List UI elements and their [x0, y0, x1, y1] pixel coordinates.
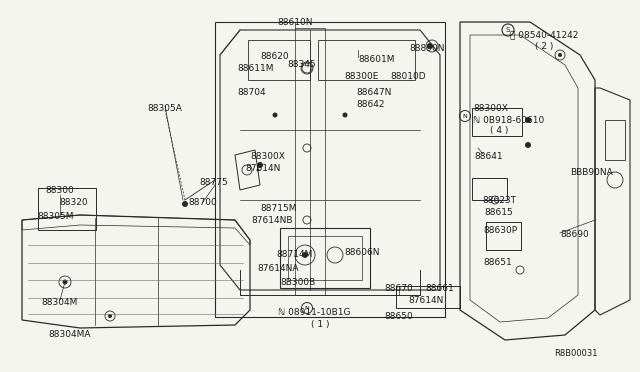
Text: 88670: 88670 — [385, 284, 413, 293]
Text: 88300E: 88300E — [345, 72, 379, 81]
Bar — [215, 22, 445, 317]
Text: 87614NA: 87614NA — [257, 264, 299, 273]
Text: 88714M: 88714M — [277, 250, 313, 259]
Text: 88345: 88345 — [288, 60, 316, 69]
Text: 88615: 88615 — [484, 208, 513, 217]
Text: 88715M: 88715M — [260, 204, 297, 213]
Circle shape — [257, 162, 263, 168]
Bar — [38, 188, 96, 230]
Text: 88601M: 88601M — [358, 55, 394, 64]
Text: 88650: 88650 — [385, 312, 413, 321]
Text: ℕ 08911-10B1G: ℕ 08911-10B1G — [278, 308, 350, 317]
Bar — [472, 178, 507, 200]
Text: 88305A: 88305A — [148, 104, 182, 113]
Text: 88300X: 88300X — [251, 152, 285, 161]
Bar — [486, 222, 521, 250]
Circle shape — [558, 53, 562, 57]
Text: 88320: 88320 — [60, 198, 88, 207]
Text: ℕ 0B918-60610: ℕ 0B918-60610 — [473, 116, 544, 125]
Text: 88010D: 88010D — [390, 72, 426, 81]
Text: 88661: 88661 — [426, 284, 454, 293]
Text: 87614N: 87614N — [408, 296, 444, 305]
Text: 88704: 88704 — [237, 88, 266, 97]
Text: 88690: 88690 — [560, 230, 589, 239]
Text: 88610N: 88610N — [277, 18, 313, 27]
Text: 8B300B: 8B300B — [280, 278, 316, 287]
Text: 88641: 88641 — [474, 152, 502, 161]
Bar — [472, 108, 522, 136]
Text: 87614N: 87614N — [245, 164, 281, 173]
Text: 88300: 88300 — [45, 186, 74, 195]
Text: 88630P: 88630P — [483, 226, 517, 235]
Circle shape — [273, 112, 278, 118]
Circle shape — [427, 43, 433, 49]
Text: BBB90NA: BBB90NA — [570, 168, 612, 177]
Text: S: S — [506, 27, 510, 33]
Text: 88304MA: 88304MA — [49, 330, 92, 339]
Text: ( 4 ): ( 4 ) — [490, 126, 508, 135]
Text: 87614NB: 87614NB — [252, 216, 292, 225]
Text: N: N — [463, 113, 467, 119]
Text: 88606N: 88606N — [344, 248, 380, 257]
Text: N: N — [305, 305, 309, 311]
Text: 88304M: 88304M — [42, 298, 78, 307]
Bar — [396, 286, 460, 308]
Text: 88300X: 88300X — [473, 104, 508, 113]
Text: 88775: 88775 — [200, 178, 228, 187]
Circle shape — [525, 142, 531, 148]
Bar — [605, 120, 625, 160]
Text: 88623T: 88623T — [482, 196, 516, 205]
Text: 88890N: 88890N — [409, 44, 445, 53]
Circle shape — [63, 279, 67, 285]
Text: 88305M: 88305M — [38, 212, 74, 221]
Circle shape — [257, 169, 259, 171]
Text: R8B00031: R8B00031 — [554, 349, 598, 358]
Circle shape — [182, 201, 188, 207]
Circle shape — [108, 314, 112, 318]
Circle shape — [302, 252, 308, 258]
Text: 88647N: 88647N — [356, 88, 392, 97]
Text: ( 1 ): ( 1 ) — [311, 320, 329, 329]
Circle shape — [525, 117, 531, 123]
Text: 88642: 88642 — [356, 100, 385, 109]
Text: ( 2 ): ( 2 ) — [535, 42, 554, 51]
Text: 88611M: 88611M — [237, 64, 275, 73]
Text: 88700: 88700 — [189, 198, 218, 207]
Text: Ⓢ 08540-41242: Ⓢ 08540-41242 — [510, 30, 579, 39]
Circle shape — [342, 112, 348, 118]
Text: 88651: 88651 — [483, 258, 512, 267]
Text: 88620: 88620 — [260, 52, 289, 61]
